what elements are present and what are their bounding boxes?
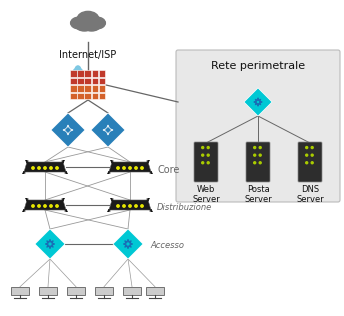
Circle shape	[254, 162, 256, 164]
FancyBboxPatch shape	[176, 50, 340, 202]
Text: Distribuzione: Distribuzione	[157, 204, 212, 212]
Circle shape	[50, 167, 52, 169]
Circle shape	[123, 205, 125, 207]
Ellipse shape	[78, 69, 83, 75]
Circle shape	[44, 167, 46, 169]
Circle shape	[259, 162, 261, 164]
Ellipse shape	[73, 69, 78, 75]
Bar	[77, 70, 84, 77]
Bar	[84, 93, 91, 100]
Ellipse shape	[77, 11, 99, 27]
Bar	[70, 70, 77, 77]
Bar	[84, 85, 91, 92]
Ellipse shape	[87, 17, 105, 29]
Circle shape	[254, 147, 256, 149]
Circle shape	[202, 147, 204, 149]
Ellipse shape	[71, 17, 89, 29]
Circle shape	[311, 154, 313, 156]
Polygon shape	[109, 162, 151, 172]
Bar	[11, 287, 29, 295]
Text: Web
Server: Web Server	[192, 185, 220, 204]
Bar	[70, 93, 77, 100]
Circle shape	[202, 162, 204, 164]
Circle shape	[50, 205, 52, 207]
Circle shape	[311, 147, 313, 149]
Circle shape	[254, 154, 256, 156]
Circle shape	[207, 154, 209, 156]
Polygon shape	[24, 162, 66, 172]
Polygon shape	[35, 229, 65, 259]
Bar	[67, 287, 85, 295]
Bar	[92, 85, 98, 92]
Circle shape	[38, 205, 40, 207]
Polygon shape	[91, 113, 125, 147]
Text: Core: Core	[157, 165, 179, 175]
Circle shape	[135, 205, 137, 207]
FancyBboxPatch shape	[194, 142, 218, 182]
Bar	[92, 70, 98, 77]
Bar	[99, 70, 105, 77]
FancyBboxPatch shape	[246, 142, 270, 182]
Bar	[99, 85, 105, 92]
Circle shape	[306, 147, 308, 149]
Bar	[70, 85, 77, 92]
Circle shape	[207, 147, 209, 149]
Ellipse shape	[83, 21, 100, 31]
Circle shape	[202, 154, 204, 156]
Bar	[95, 287, 113, 295]
Circle shape	[141, 205, 143, 207]
Circle shape	[32, 205, 34, 207]
Text: Accesso: Accesso	[150, 241, 184, 251]
Text: DNS
Server: DNS Server	[296, 185, 324, 204]
Ellipse shape	[77, 71, 81, 76]
Ellipse shape	[75, 66, 81, 74]
Circle shape	[129, 205, 131, 207]
Text: Internet/ISP: Internet/ISP	[60, 50, 117, 60]
Bar	[39, 287, 57, 295]
Bar	[92, 77, 98, 84]
Bar	[92, 93, 98, 100]
Bar	[70, 77, 77, 84]
Circle shape	[56, 167, 58, 169]
Polygon shape	[109, 200, 151, 210]
Text: Rete perimetrale: Rete perimetrale	[211, 61, 305, 71]
Bar	[99, 93, 105, 100]
Ellipse shape	[76, 21, 93, 31]
Circle shape	[38, 167, 40, 169]
Circle shape	[207, 162, 209, 164]
Bar	[77, 85, 84, 92]
Circle shape	[123, 167, 125, 169]
Polygon shape	[51, 113, 85, 147]
Circle shape	[135, 167, 137, 169]
Bar	[99, 77, 105, 84]
Circle shape	[117, 167, 119, 169]
Circle shape	[306, 154, 308, 156]
Circle shape	[56, 205, 58, 207]
Bar	[84, 77, 91, 84]
Circle shape	[306, 162, 308, 164]
Circle shape	[129, 167, 131, 169]
Circle shape	[141, 167, 143, 169]
Bar	[77, 77, 84, 84]
Circle shape	[32, 167, 34, 169]
Bar	[84, 70, 91, 77]
Bar	[123, 287, 141, 295]
FancyBboxPatch shape	[298, 142, 322, 182]
Ellipse shape	[75, 71, 79, 76]
Circle shape	[311, 162, 313, 164]
Circle shape	[259, 147, 261, 149]
Polygon shape	[244, 88, 272, 116]
Bar	[146, 287, 164, 295]
Polygon shape	[24, 200, 66, 210]
Bar	[77, 93, 84, 100]
Polygon shape	[113, 229, 143, 259]
Circle shape	[117, 205, 119, 207]
Circle shape	[259, 154, 261, 156]
Text: Posta
Server: Posta Server	[244, 185, 272, 204]
Circle shape	[44, 205, 46, 207]
